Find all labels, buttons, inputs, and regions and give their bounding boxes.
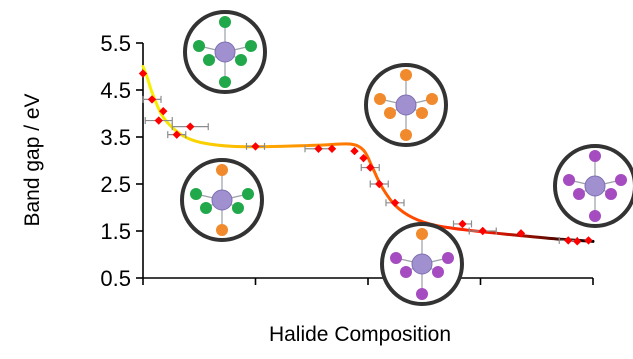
y-tick-label: 5.5 — [100, 31, 131, 56]
metal-center-atom — [211, 189, 233, 211]
green-ligand-atom — [200, 202, 212, 214]
purple-ligand-atom — [605, 188, 617, 200]
green-ligand-atom — [190, 188, 202, 200]
data-point — [147, 95, 157, 104]
purple-ligand-atom — [589, 150, 601, 162]
purple-ligand-atom — [615, 174, 627, 186]
y-axis-title: Band gap / eV — [21, 93, 44, 226]
purple-ligand-atom — [416, 288, 428, 300]
data-point — [327, 144, 337, 153]
purple-ligand-atom — [563, 174, 575, 186]
data-point — [375, 179, 384, 189]
data-point — [516, 229, 526, 238]
purple-ligand-atom — [390, 252, 402, 264]
data-point — [584, 236, 593, 245]
y-tick-label: 1.5 — [100, 219, 131, 244]
data-point — [390, 198, 400, 207]
x-axis-title: Halide Composition — [269, 323, 451, 346]
data-point — [478, 226, 487, 236]
data-point — [138, 69, 148, 78]
inset-top-middle — [364, 63, 448, 147]
orange-ligand-atom — [400, 129, 412, 141]
metal-center-atom — [584, 175, 606, 197]
y-tick-label: 3.5 — [100, 125, 131, 150]
fit-curve — [141, 65, 595, 243]
data-point — [159, 106, 168, 116]
data-point — [366, 163, 375, 172]
orange-ligand-atom — [400, 69, 412, 81]
y-tick-label: 4.5 — [100, 78, 131, 103]
data-point — [186, 122, 195, 131]
inset-bottom-middle — [380, 222, 464, 306]
data-point — [458, 219, 467, 229]
orange-ligand-atom — [216, 164, 228, 176]
orange-ligand-atom — [416, 228, 428, 240]
metal-center-atom — [214, 41, 236, 63]
data-point — [251, 142, 260, 151]
data-point — [573, 237, 582, 246]
orange-ligand-atom — [384, 107, 396, 119]
data-point — [154, 116, 163, 125]
green-ligand-atom — [193, 40, 205, 52]
data-point — [359, 153, 368, 163]
purple-ligand-atom — [432, 266, 444, 278]
purple-ligand-atom — [400, 266, 412, 278]
inset-right — [553, 144, 633, 228]
green-ligand-atom — [245, 40, 257, 52]
data-point — [350, 146, 359, 156]
metal-center-atom — [395, 94, 417, 116]
green-ligand-atom — [235, 54, 247, 66]
green-ligand-atom — [219, 76, 231, 88]
inset-mid-left — [180, 158, 264, 242]
data-point — [314, 144, 323, 153]
green-ligand-atom — [203, 54, 215, 66]
y-tick-label: 2.5 — [100, 172, 131, 197]
green-ligand-atom — [232, 202, 244, 214]
orange-ligand-atom — [216, 224, 228, 236]
metal-center-atom — [411, 253, 433, 275]
purple-ligand-atom — [573, 188, 585, 200]
orange-ligand-atom — [416, 107, 428, 119]
green-ligand-atom — [242, 188, 254, 200]
data-point — [564, 236, 573, 245]
y-tick-label: 0.5 — [100, 266, 131, 291]
data-point — [172, 130, 181, 139]
purple-ligand-atom — [442, 252, 454, 264]
green-ligand-atom — [219, 16, 231, 28]
x-axis — [142, 277, 594, 285]
orange-ligand-atom — [426, 93, 438, 105]
purple-ligand-atom — [589, 210, 601, 222]
orange-ligand-atom — [374, 93, 386, 105]
y-axis: 0.5 1.5 2.5 3.5 4.5 5.5 — [100, 31, 144, 291]
inset-top-left — [183, 10, 267, 94]
